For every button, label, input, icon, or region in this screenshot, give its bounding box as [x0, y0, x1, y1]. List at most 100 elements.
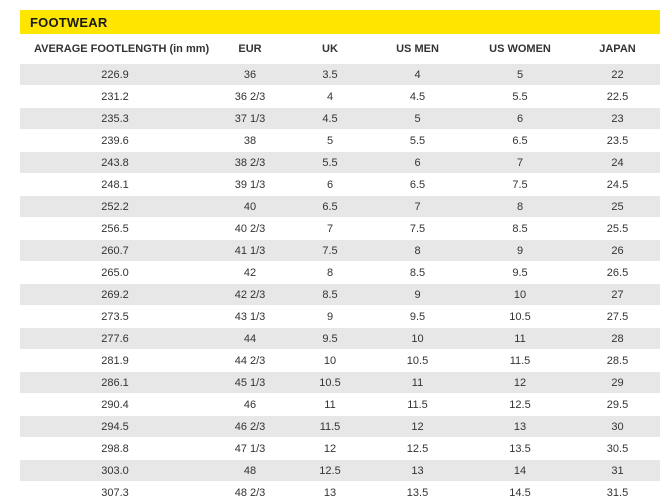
cell-eur: 44 — [210, 327, 290, 350]
table-row: 252.2 40 6.5 7 8 25 — [20, 195, 660, 218]
cell-eur: 40 — [210, 195, 290, 218]
cell-us-women: 8 — [465, 195, 575, 218]
column-header-us-men: US MEN — [370, 34, 465, 64]
cell-us-women: 12 — [465, 371, 575, 394]
table-row: 269.2 42 2/3 8.5 9 10 27 — [20, 283, 660, 306]
cell-us-women: 12.5 — [465, 393, 575, 416]
table-row: 235.3 37 1/3 4.5 5 6 23 — [20, 107, 660, 130]
cell-footlength: 298.8 — [20, 437, 210, 460]
cell-us-women: 11 — [465, 327, 575, 350]
cell-us-men: 7.5 — [370, 217, 465, 240]
cell-us-women: 9 — [465, 239, 575, 262]
cell-japan: 27.5 — [575, 305, 660, 328]
section-title: FOOTWEAR — [30, 15, 108, 30]
cell-us-women: 8.5 — [465, 217, 575, 240]
cell-japan: 30.5 — [575, 437, 660, 460]
cell-uk: 8 — [290, 261, 370, 284]
cell-us-women: 6.5 — [465, 129, 575, 152]
cell-japan: 30 — [575, 415, 660, 438]
cell-us-men: 12.5 — [370, 437, 465, 460]
table-row: 256.5 40 2/3 7 7.5 8.5 25.5 — [20, 217, 660, 240]
cell-footlength: 307.3 — [20, 481, 210, 504]
cell-japan: 28.5 — [575, 349, 660, 372]
cell-footlength: 260.7 — [20, 239, 210, 262]
table-row: 303.0 48 12.5 13 14 31 — [20, 459, 660, 482]
cell-us-men: 10 — [370, 327, 465, 350]
cell-eur: 40 2/3 — [210, 217, 290, 240]
cell-japan: 29 — [575, 371, 660, 394]
cell-us-men: 13 — [370, 459, 465, 482]
cell-us-men: 5.5 — [370, 129, 465, 152]
cell-japan: 31.5 — [575, 481, 660, 504]
cell-eur: 42 2/3 — [210, 283, 290, 306]
cell-us-men: 6 — [370, 151, 465, 174]
cell-uk: 4.5 — [290, 107, 370, 130]
cell-footlength: 281.9 — [20, 349, 210, 372]
cell-japan: 26 — [575, 239, 660, 262]
cell-eur: 45 1/3 — [210, 371, 290, 394]
cell-footlength: 226.9 — [20, 64, 210, 86]
cell-eur: 39 1/3 — [210, 173, 290, 196]
cell-us-men: 13.5 — [370, 481, 465, 504]
cell-japan: 25.5 — [575, 217, 660, 240]
cell-uk: 13 — [290, 481, 370, 504]
table-row: 226.9 36 3.5 4 5 22 — [20, 64, 660, 86]
table-row: 281.9 44 2/3 10 10.5 11.5 28.5 — [20, 349, 660, 372]
cell-us-women: 10 — [465, 283, 575, 306]
cell-us-women: 13 — [465, 415, 575, 438]
cell-eur: 47 1/3 — [210, 437, 290, 460]
cell-us-women: 6 — [465, 107, 575, 130]
cell-uk: 6 — [290, 173, 370, 196]
size-chart-body: 226.9 36 3.5 4 5 22 231.2 36 2/3 4 4.5 5.5 22.5 235.… — [20, 64, 660, 504]
column-header-us-women: US WOMEN — [465, 34, 575, 64]
cell-footlength: 252.2 — [20, 195, 210, 218]
cell-japan: 29.5 — [575, 393, 660, 416]
cell-us-men: 8.5 — [370, 261, 465, 284]
cell-uk: 5 — [290, 129, 370, 152]
table-row: 239.6 38 5 5.5 6.5 23.5 — [20, 129, 660, 152]
cell-footlength: 273.5 — [20, 305, 210, 328]
table-row: 298.8 47 1/3 12 12.5 13.5 30.5 — [20, 437, 660, 460]
cell-footlength: 265.0 — [20, 261, 210, 284]
cell-eur: 41 1/3 — [210, 239, 290, 262]
size-chart-table: AVERAGE FOOTLENGTH (in mm) EUR UK US MEN… — [20, 34, 660, 504]
cell-uk: 7 — [290, 217, 370, 240]
cell-japan: 22 — [575, 64, 660, 86]
cell-us-men: 10.5 — [370, 349, 465, 372]
cell-us-men: 4.5 — [370, 85, 465, 108]
cell-uk: 5.5 — [290, 151, 370, 174]
column-header-japan: JAPAN — [575, 34, 660, 64]
cell-uk: 11 — [290, 393, 370, 416]
table-row: 260.7 41 1/3 7.5 8 9 26 — [20, 239, 660, 262]
cell-us-women: 5 — [465, 64, 575, 86]
cell-japan: 23 — [575, 107, 660, 130]
cell-eur: 36 — [210, 64, 290, 86]
cell-eur: 42 — [210, 261, 290, 284]
cell-us-women: 7 — [465, 151, 575, 174]
cell-japan: 24.5 — [575, 173, 660, 196]
cell-uk: 7.5 — [290, 239, 370, 262]
cell-japan: 26.5 — [575, 261, 660, 284]
cell-japan: 31 — [575, 459, 660, 482]
cell-footlength: 286.1 — [20, 371, 210, 394]
table-row: 307.3 48 2/3 13 13.5 14.5 31.5 — [20, 481, 660, 504]
column-header-eur: EUR — [210, 34, 290, 64]
cell-japan: 22.5 — [575, 85, 660, 108]
cell-eur: 44 2/3 — [210, 349, 290, 372]
cell-us-women: 14 — [465, 459, 575, 482]
cell-us-women: 11.5 — [465, 349, 575, 372]
table-row: 231.2 36 2/3 4 4.5 5.5 22.5 — [20, 85, 660, 108]
cell-footlength: 294.5 — [20, 415, 210, 438]
cell-eur: 46 2/3 — [210, 415, 290, 438]
cell-uk: 3.5 — [290, 64, 370, 86]
cell-footlength: 243.8 — [20, 151, 210, 174]
cell-eur: 38 2/3 — [210, 151, 290, 174]
cell-uk: 10 — [290, 349, 370, 372]
cell-footlength: 303.0 — [20, 459, 210, 482]
cell-us-women: 13.5 — [465, 437, 575, 460]
table-row: 265.0 42 8 8.5 9.5 26.5 — [20, 261, 660, 284]
cell-uk: 6.5 — [290, 195, 370, 218]
section-header-band: FOOTWEAR — [20, 10, 660, 34]
cell-us-men: 12 — [370, 415, 465, 438]
cell-us-women: 14.5 — [465, 481, 575, 504]
